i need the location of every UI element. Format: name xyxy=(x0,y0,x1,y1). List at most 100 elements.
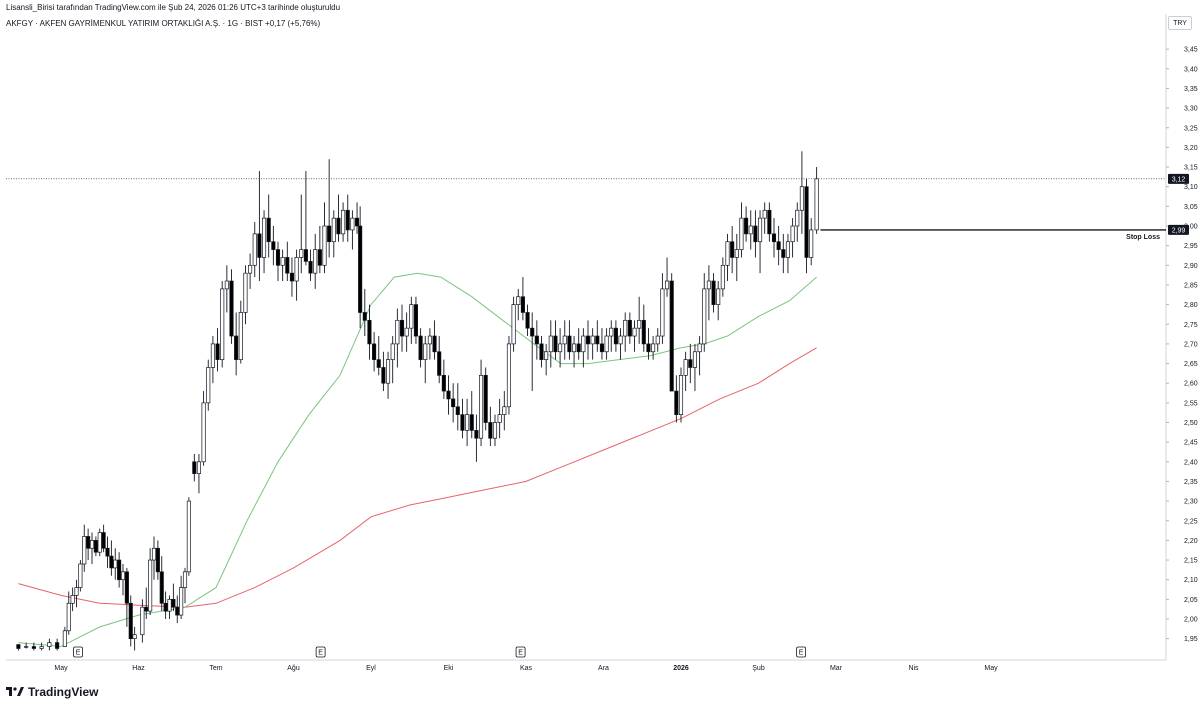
symbol-legend: AKFGY · AKFEN GAYRİMENKUL YATIRIM ORTAKL… xyxy=(6,19,320,28)
currency-button[interactable]: TRY xyxy=(1168,16,1192,30)
candle xyxy=(795,202,800,242)
y-tick-label: 1,95 xyxy=(1184,636,1198,643)
candle xyxy=(155,540,160,580)
stop-loss-price-badge: 2,99 xyxy=(1168,224,1189,235)
tradingview-logo-icon xyxy=(6,687,24,696)
candle xyxy=(78,560,83,592)
y-tick-label: 2,55 xyxy=(1184,400,1198,407)
y-tick-label: 3,30 xyxy=(1184,106,1198,113)
candle xyxy=(390,336,395,384)
y-tick-label: 2,85 xyxy=(1184,282,1198,289)
earnings-marker[interactable]: E xyxy=(796,646,807,658)
y-tick-label: 2,90 xyxy=(1184,263,1198,270)
candle xyxy=(327,159,332,258)
candle xyxy=(16,644,21,651)
candle xyxy=(576,328,581,360)
y-tick-label: 3,45 xyxy=(1184,47,1198,54)
candle xyxy=(641,304,646,352)
candle xyxy=(678,367,684,423)
y-tick-label: 2,10 xyxy=(1184,577,1198,584)
candle xyxy=(492,414,498,447)
candle xyxy=(697,336,702,376)
x-tick-label: Haz xyxy=(132,665,145,672)
candle xyxy=(109,540,114,576)
y-tick-label: 2,95 xyxy=(1184,243,1198,250)
symbol-name[interactable]: AKFGY · AKFEN GAYRİMENKUL YATIRIM ORTAKL… xyxy=(6,19,263,28)
earnings-marker[interactable]: E xyxy=(515,646,526,658)
candle xyxy=(651,336,656,360)
candle xyxy=(655,328,660,352)
y-tick-label: 2,65 xyxy=(1184,361,1198,368)
candle xyxy=(720,257,725,297)
plot-area[interactable] xyxy=(6,151,1166,651)
candle xyxy=(771,218,777,258)
candle xyxy=(618,328,623,360)
candle xyxy=(427,328,432,360)
candle xyxy=(39,642,44,651)
candle xyxy=(469,391,474,439)
candle xyxy=(474,414,479,462)
candle xyxy=(683,351,688,392)
candle xyxy=(148,548,153,616)
candle xyxy=(744,206,749,242)
last-price-badge: 3,12 xyxy=(1168,173,1189,184)
x-tick-label: Nis xyxy=(908,665,919,672)
x-tick-label: May xyxy=(54,665,68,672)
candle xyxy=(372,332,377,372)
candle xyxy=(609,320,614,352)
candle xyxy=(345,194,350,242)
candle xyxy=(350,210,355,250)
candle xyxy=(423,336,428,384)
candle xyxy=(89,532,95,564)
earnings-marker-label: E xyxy=(76,650,81,657)
candle xyxy=(465,398,470,447)
candle xyxy=(627,312,632,344)
y-tick-label: 3,10 xyxy=(1184,184,1198,191)
y-tick-label: 3,15 xyxy=(1184,165,1198,172)
candle xyxy=(483,367,488,431)
candle xyxy=(362,288,367,337)
ma-long-line xyxy=(18,347,817,608)
svg-text:3,12: 3,12 xyxy=(1172,176,1186,183)
candle xyxy=(105,536,110,568)
candle xyxy=(437,336,442,384)
candle xyxy=(55,638,60,651)
candle xyxy=(767,202,772,242)
candle xyxy=(376,336,381,376)
candle xyxy=(192,453,197,482)
candle xyxy=(479,359,484,447)
candle xyxy=(86,528,91,561)
candle xyxy=(367,304,372,360)
candle xyxy=(317,226,322,274)
y-tick-label: 2,45 xyxy=(1184,440,1198,447)
y-tick-label: 2,00 xyxy=(1184,617,1198,624)
candle xyxy=(660,273,665,344)
candle xyxy=(341,202,346,242)
candle xyxy=(525,304,530,337)
candle xyxy=(539,336,544,368)
earnings-marker[interactable]: E xyxy=(315,646,326,658)
y-tick-label: 3,35 xyxy=(1184,86,1198,93)
candle xyxy=(31,642,36,651)
candle xyxy=(558,328,563,368)
candle xyxy=(196,453,202,494)
candle xyxy=(113,548,118,580)
candle xyxy=(336,194,341,242)
candle xyxy=(182,567,188,604)
candle xyxy=(248,253,253,289)
chart-credit: Lisansli_Birisi tarafından TradingView.c… xyxy=(6,3,341,12)
x-tick-label: Mar xyxy=(830,665,843,672)
candle xyxy=(632,320,637,352)
candle xyxy=(781,233,786,274)
candle xyxy=(409,296,414,344)
candle xyxy=(120,563,126,596)
earnings-marker[interactable]: E xyxy=(73,646,83,658)
candle xyxy=(590,328,595,360)
candle xyxy=(762,202,767,234)
y-tick-label: 2,05 xyxy=(1184,597,1198,604)
candle xyxy=(186,497,191,576)
candle xyxy=(275,241,281,282)
candle xyxy=(70,587,75,612)
candle xyxy=(692,343,698,392)
